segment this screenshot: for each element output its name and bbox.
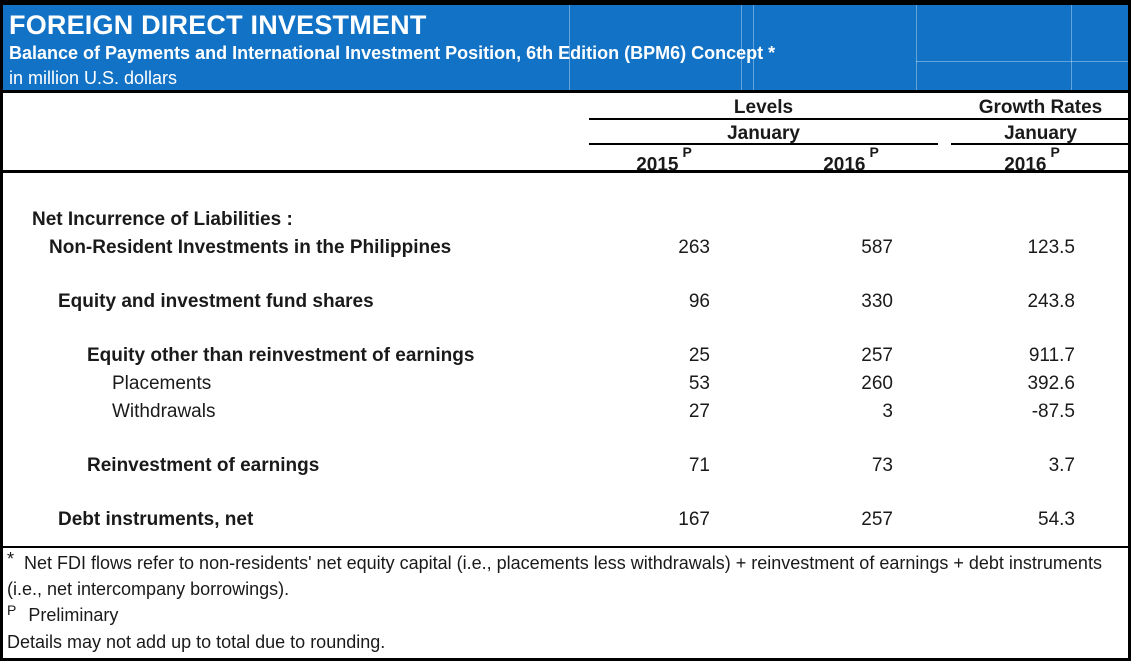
footnotes: * Net FDI flows refer to non-residents' n… xyxy=(3,546,1128,658)
row-label: Equity other than reinvestment of earnin… xyxy=(87,345,475,366)
value-2015-levels: 263 xyxy=(678,237,710,258)
banner-gridline xyxy=(1071,5,1072,90)
value-2016-levels xyxy=(763,206,938,234)
spacer-row xyxy=(3,480,1128,506)
table-row: Debt instruments, net 167 257 54.3 xyxy=(3,506,1128,534)
table-row: Reinvestment of earnings 71 73 3.7 xyxy=(3,452,1128,480)
value-2015-levels: 25 xyxy=(688,345,710,366)
table-row: Net Incurrence of Liabilities : xyxy=(3,206,1128,234)
value-2016-growth: 911.7 xyxy=(1028,345,1075,366)
banner-gridline xyxy=(916,5,917,90)
table-body: Net Incurrence of Liabilities : Non-Resi… xyxy=(3,173,1128,546)
growth-period-header: January xyxy=(1004,123,1077,144)
footnote-preliminary: P Preliminary xyxy=(7,602,1120,629)
growth-period-underline xyxy=(951,143,1128,145)
footnote-text: Net FDI flows refer to non-residents' ne… xyxy=(7,553,1102,599)
page-title: FOREIGN DIRECT INVESTMENT xyxy=(9,10,427,40)
table-row: Equity other than reinvestment of earnin… xyxy=(3,342,1128,370)
preliminary-superscript: P xyxy=(1050,144,1060,160)
value-2016-growth: 54.3 xyxy=(1038,509,1075,530)
value-2016-levels: 257 xyxy=(861,509,893,530)
banner-gridline xyxy=(741,5,742,90)
value-2016-levels: 587 xyxy=(861,237,893,258)
value-2015-levels: 71 xyxy=(688,455,710,476)
spacer-row xyxy=(3,262,1128,288)
page-subtitle: Balance of Payments and International In… xyxy=(9,43,776,63)
levels-period-underline xyxy=(589,143,938,145)
value-2015-levels: 167 xyxy=(678,509,710,530)
footnote-fdi-definition: * Net FDI flows refer to non-residents' n… xyxy=(7,549,1120,602)
report-banner: FOREIGN DIRECT INVESTMENT Balance of Pay… xyxy=(3,5,1128,93)
row-label: Withdrawals xyxy=(112,401,216,422)
value-2015-levels xyxy=(588,206,763,234)
header-underline xyxy=(589,118,1128,120)
value-2016-growth: -87.5 xyxy=(1031,401,1075,422)
value-2016-growth: 3.7 xyxy=(1048,455,1075,476)
banner-gridline xyxy=(569,5,570,90)
table-row: Withdrawals 27 3 -87.5 xyxy=(3,398,1128,426)
value-2016-levels: 257 xyxy=(861,345,893,366)
unit-label: in million U.S. dollars xyxy=(9,68,178,88)
footnote-text: Details may not add up to total due to r… xyxy=(7,632,386,652)
banner-gridline xyxy=(916,61,1128,62)
value-2016-growth: 392.6 xyxy=(1027,373,1075,394)
header-body-divider xyxy=(3,170,1128,173)
value-2015-levels: 53 xyxy=(688,373,710,394)
spacer-row xyxy=(3,426,1128,452)
preliminary-superscript: P xyxy=(682,144,692,160)
footnote-rounding: Details may not add up to total due to r… xyxy=(7,629,1120,655)
levels-period-header: January xyxy=(727,123,800,144)
row-label: Debt instruments, net xyxy=(58,509,254,530)
preliminary-superscript: P xyxy=(869,144,879,160)
table-row: Equity and investment fund shares 96 330… xyxy=(3,288,1128,316)
footnote-text: Preliminary xyxy=(28,605,119,625)
row-label: Placements xyxy=(112,373,212,394)
value-2016-growth: 123.5 xyxy=(1027,237,1075,258)
row-label: Non-Resident Investments in the Philippi… xyxy=(49,237,452,258)
value-2016-levels: 260 xyxy=(861,373,893,394)
row-label: Net Incurrence of Liabilities : xyxy=(32,209,293,230)
row-label: Equity and investment fund shares xyxy=(58,291,374,312)
value-2016-levels: 73 xyxy=(871,455,893,476)
row-label: Reinvestment of earnings xyxy=(87,455,320,476)
growth-rates-column-header: Growth Rates xyxy=(978,97,1103,118)
value-2016-levels: 3 xyxy=(882,401,893,422)
value-2015-levels: 96 xyxy=(688,291,710,312)
value-2016-growth xyxy=(938,206,1128,234)
asterisk-marker: * xyxy=(7,549,15,569)
value-2016-levels: 330 xyxy=(861,291,893,312)
table-row: Non-Resident Investments in the Philippi… xyxy=(3,234,1128,262)
banner-gridline xyxy=(753,5,754,90)
value-2016-growth: 243.8 xyxy=(1027,291,1075,312)
value-2015-levels: 27 xyxy=(688,401,710,422)
spacer-row xyxy=(3,316,1128,342)
table-row: Placements 53 260 392.6 xyxy=(3,370,1128,398)
preliminary-marker: P xyxy=(7,602,17,618)
levels-column-header: Levels xyxy=(733,97,794,118)
